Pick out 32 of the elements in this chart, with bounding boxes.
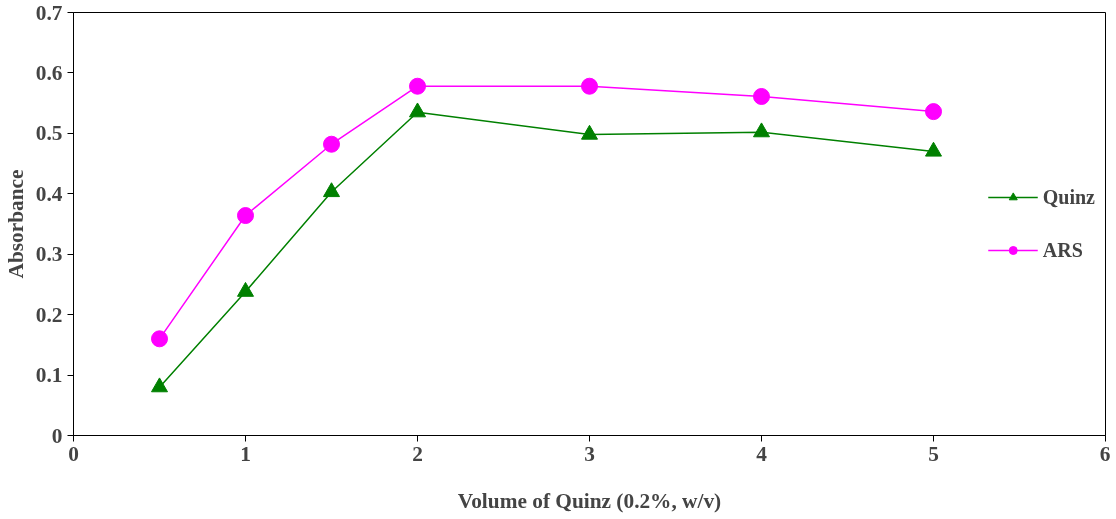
y-tick-label: 0.2 (35, 302, 63, 327)
point (151, 377, 168, 393)
point (323, 135, 340, 153)
point (409, 102, 426, 118)
point (237, 207, 254, 225)
point (581, 124, 598, 140)
point (237, 281, 254, 297)
y-tick-label: 0.5 (35, 121, 63, 146)
x-tick-label: 1 (240, 441, 251, 466)
x-tick-label: 2 (412, 441, 423, 466)
y-axis-title: Absorbance (3, 169, 28, 279)
y-tick-label: 0.7 (35, 0, 63, 25)
legend-label: Quinz (1042, 185, 1095, 209)
point (581, 77, 598, 95)
x-axis-title: Volume of Quinz (0.2%, w/v) (457, 488, 722, 513)
y-tick-label: 0.6 (35, 60, 63, 85)
x-tick-label: 6 (1099, 441, 1111, 466)
x-tick-label: 5 (928, 441, 939, 466)
point (409, 77, 426, 95)
x-tick-label: 3 (584, 441, 595, 466)
point (753, 88, 770, 105)
x-tick-label: 4 (756, 441, 768, 466)
point (925, 103, 942, 121)
y-tick-label: 0.4 (35, 181, 63, 206)
point (323, 182, 340, 198)
y-tick-label: 0.3 (35, 242, 63, 267)
x-tick-label: 0 (68, 441, 79, 466)
legend-label: ARS (1042, 238, 1083, 262)
point (753, 122, 770, 138)
point (925, 141, 942, 157)
y-tick-label: 0.1 (35, 363, 63, 388)
y-tick-label: 0 (51, 423, 63, 448)
